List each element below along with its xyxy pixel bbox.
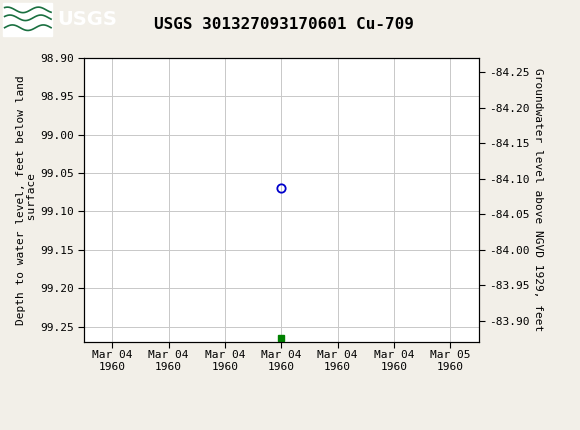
Text: USGS 301327093170601 Cu-709: USGS 301327093170601 Cu-709 <box>154 17 414 32</box>
FancyBboxPatch shape <box>3 3 52 36</box>
Text: USGS: USGS <box>57 10 117 29</box>
Y-axis label: Depth to water level, feet below land
 surface: Depth to water level, feet below land su… <box>16 75 37 325</box>
Y-axis label: Groundwater level above NGVD 1929, feet: Groundwater level above NGVD 1929, feet <box>533 68 543 332</box>
